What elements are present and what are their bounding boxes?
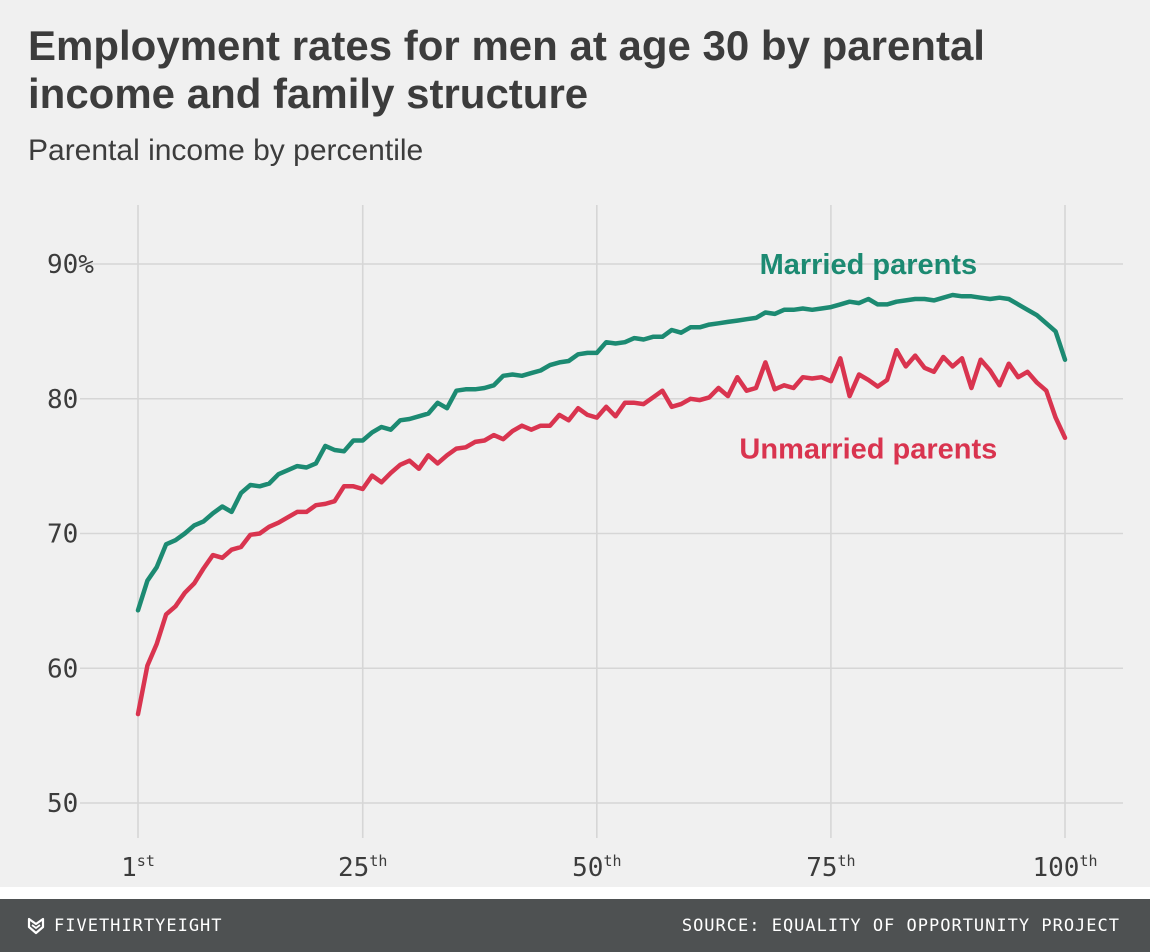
y-tick-label: 50 xyxy=(47,789,78,819)
y-tick-label: 90% xyxy=(47,250,94,280)
x-tick-label: 1st xyxy=(121,852,155,883)
x-tick-label: 50th xyxy=(572,852,621,883)
source-credit: SOURCE: EQUALITY OF OPPORTUNITY PROJECT xyxy=(681,916,1120,936)
x-tick-label: 75th xyxy=(806,852,855,883)
brand: FIVETHIRTYEIGHT xyxy=(26,916,223,936)
chart-title: Employment rates for men at age 30 by pa… xyxy=(28,22,985,117)
x-tick-label: 100th xyxy=(1032,852,1097,883)
footer-divider xyxy=(0,887,1150,899)
x-tick-label: 25th xyxy=(338,852,387,883)
footer-bar: FIVETHIRTYEIGHT SOURCE: EQUALITY OF OPPO… xyxy=(0,899,1150,952)
line-chart: 90% 80 70 60 50 1st 25th 50th 75th 100th Married p… xyxy=(47,205,1123,883)
unmarried-parents-label: Unmarried parents xyxy=(739,434,997,466)
y-tick-label: 60 xyxy=(47,654,78,684)
y-tick-label: 80 xyxy=(47,385,78,415)
brand-name: FIVETHIRTYEIGHT xyxy=(54,916,223,936)
fivethirtyeight-logo-icon xyxy=(26,916,46,936)
married-parents-line xyxy=(135,292,1068,613)
y-tick-label: 70 xyxy=(47,520,78,550)
unmarried-parents-line xyxy=(135,347,1068,717)
married-parents-label: Married parents xyxy=(760,249,978,281)
chart-subtitle: Parental income by percentile xyxy=(28,134,424,167)
